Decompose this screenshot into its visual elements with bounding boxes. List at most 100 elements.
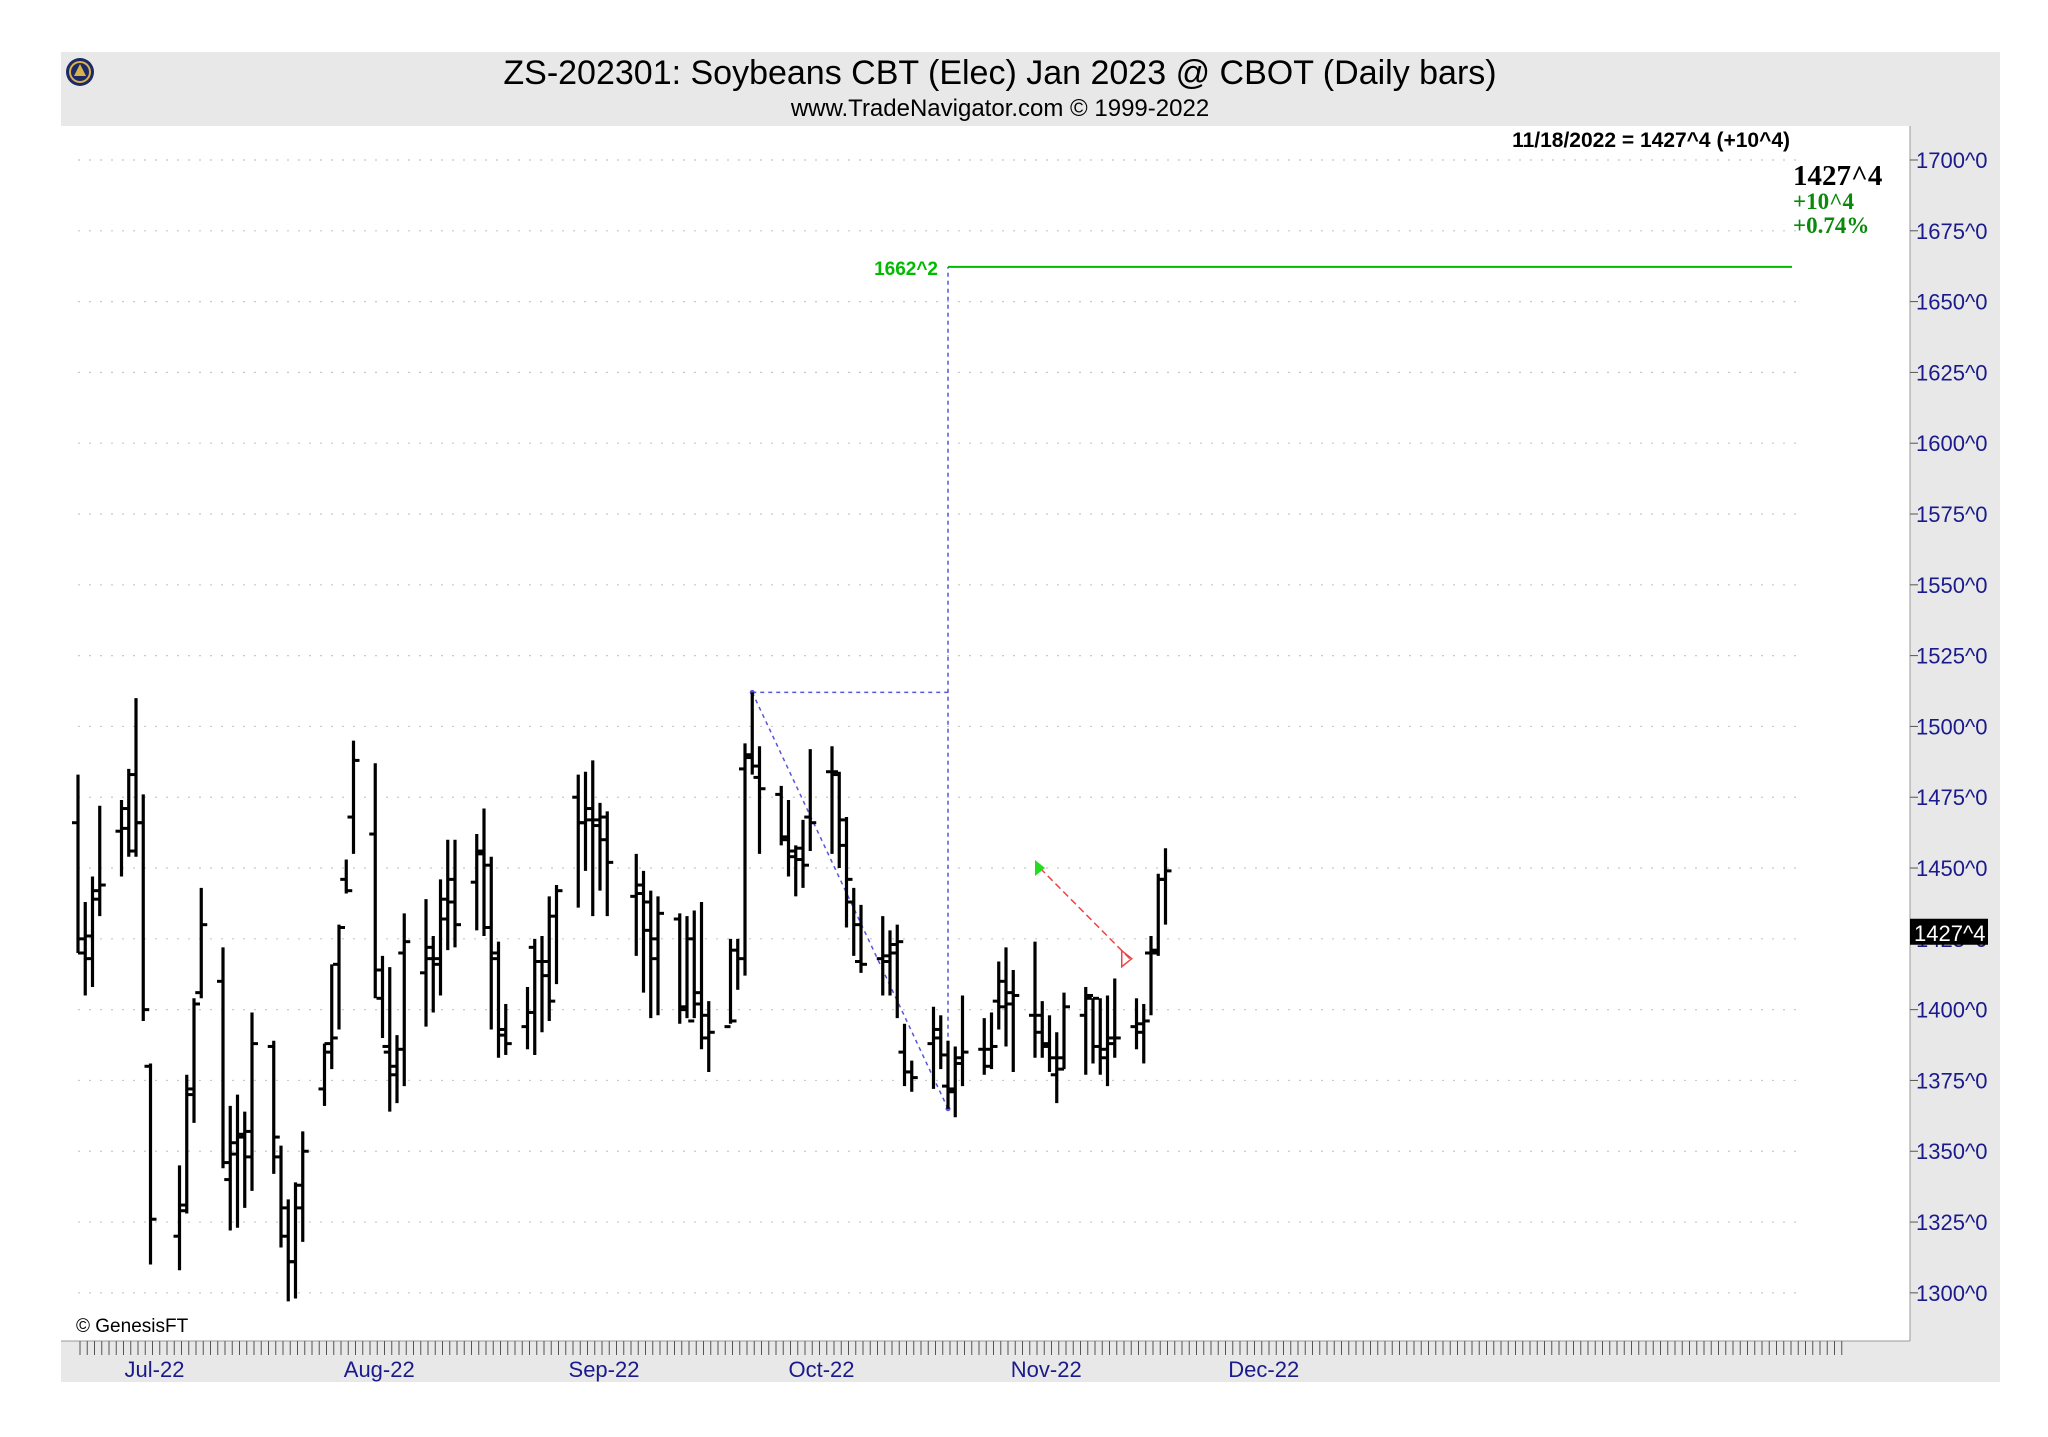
price-bar bbox=[695, 902, 708, 1050]
price-bar bbox=[137, 794, 150, 1021]
price-bar bbox=[369, 763, 382, 999]
price-tag: 1427^4 bbox=[1910, 918, 1988, 946]
y-tick-label: 1600^0 bbox=[1916, 431, 1988, 456]
price-bar bbox=[521, 986, 534, 1050]
price-bar bbox=[992, 961, 1005, 1030]
price-bar bbox=[1079, 986, 1092, 1075]
y-tick-label: 1550^0 bbox=[1916, 573, 1988, 598]
y-tick-label: 1700^0 bbox=[1916, 148, 1988, 173]
price-bar bbox=[775, 785, 788, 846]
price-bar bbox=[492, 941, 505, 1058]
price-bar bbox=[1101, 995, 1114, 1087]
price-bar bbox=[1108, 978, 1121, 1058]
x-tick-label: Aug-22 bbox=[344, 1357, 415, 1382]
price-bar bbox=[1094, 998, 1107, 1075]
price-bar bbox=[1159, 848, 1172, 925]
price-bar bbox=[833, 771, 846, 869]
price-bar bbox=[217, 947, 229, 1169]
price-bar bbox=[275, 1145, 287, 1248]
price-bar bbox=[630, 853, 643, 956]
price-tag-box bbox=[1910, 918, 1988, 945]
price-bar bbox=[746, 692, 759, 775]
y-tick-label: 1375^0 bbox=[1916, 1068, 1988, 1093]
price-bar bbox=[195, 887, 208, 999]
price-bar bbox=[978, 1018, 991, 1075]
price-bar bbox=[333, 924, 345, 1030]
price-bar bbox=[840, 817, 853, 928]
price-bar bbox=[594, 802, 606, 891]
price-bar bbox=[724, 938, 737, 1029]
price-bar bbox=[1087, 993, 1099, 1064]
price-bar bbox=[891, 924, 904, 1019]
price-bar bbox=[789, 845, 802, 897]
price-bar bbox=[485, 856, 498, 1030]
y-tick-label: 1475^0 bbox=[1916, 785, 1988, 810]
x-tick-label: Nov-22 bbox=[1011, 1357, 1082, 1382]
price-bar bbox=[1050, 1032, 1063, 1104]
price-bar bbox=[420, 899, 432, 1027]
arrow-down-icon bbox=[1121, 949, 1133, 969]
price-bar bbox=[652, 896, 664, 1016]
x-tick-label: Jul-22 bbox=[125, 1357, 185, 1382]
price-bar bbox=[224, 1105, 237, 1231]
price-bar bbox=[1145, 936, 1157, 1016]
price-bar bbox=[1043, 1015, 1056, 1072]
price-bar bbox=[267, 1040, 280, 1174]
price-bar bbox=[72, 774, 84, 955]
price-bar bbox=[543, 896, 556, 1021]
price-bar bbox=[985, 1012, 998, 1070]
price-bar bbox=[246, 1012, 258, 1191]
price-bar bbox=[673, 913, 686, 1024]
price-bar bbox=[1058, 992, 1070, 1071]
price-bar bbox=[238, 1111, 251, 1208]
annotations: 1662^2 bbox=[749, 259, 1792, 1112]
y-tick-label: 1650^0 bbox=[1916, 290, 1988, 315]
x-tick-label: Sep-22 bbox=[569, 1357, 640, 1382]
copyright-label: © GenesisFT bbox=[76, 1316, 189, 1337]
price-tag-label: 1427^4 bbox=[1914, 921, 1986, 946]
price-bar bbox=[391, 1035, 403, 1104]
change-label: +10^4 bbox=[1793, 189, 1854, 214]
chart-subtitle: www.TradeNavigator.com © 1999-2022 bbox=[790, 95, 1209, 122]
price-bar bbox=[637, 870, 650, 993]
price-bar bbox=[79, 902, 92, 996]
price-bar bbox=[115, 800, 128, 877]
target-level-label: 1662^2 bbox=[874, 259, 938, 280]
price-bar bbox=[681, 916, 693, 1019]
price-bar bbox=[753, 746, 766, 854]
price-bar bbox=[427, 936, 440, 1013]
price-bar bbox=[550, 885, 563, 985]
price-bar bbox=[441, 839, 454, 951]
price-bar bbox=[340, 859, 353, 894]
y-tick-label: 1625^0 bbox=[1916, 360, 1988, 385]
price-bars bbox=[72, 692, 1172, 1302]
price-bar bbox=[1137, 1003, 1150, 1064]
price-bar bbox=[586, 760, 599, 917]
y-tick-label: 1675^0 bbox=[1916, 219, 1988, 244]
x-axis: Jul-22 Aug-22 Sep-22 Oct-22 Nov-22 Dec-22 bbox=[79, 1341, 1843, 1382]
price-bar bbox=[289, 1182, 302, 1299]
y-tick-label: 1525^0 bbox=[1916, 644, 1988, 669]
y-tick-label: 1325^0 bbox=[1916, 1210, 1988, 1235]
price-bar bbox=[934, 1015, 947, 1070]
price-bar bbox=[804, 749, 817, 852]
price-bar bbox=[905, 1060, 918, 1092]
price-bar bbox=[601, 811, 614, 917]
plot-area bbox=[61, 126, 1910, 1341]
price-bar bbox=[470, 834, 483, 931]
price-bar bbox=[188, 998, 200, 1123]
price-bar bbox=[325, 964, 338, 1070]
price-bar bbox=[942, 1040, 954, 1109]
price-bar bbox=[376, 955, 389, 1048]
price-bar bbox=[826, 746, 838, 854]
price-bar bbox=[122, 768, 135, 857]
price-bar bbox=[847, 887, 860, 956]
price-bar bbox=[318, 1042, 331, 1106]
price-bar bbox=[1130, 998, 1143, 1050]
last-quote-label: 11/18/2022 = 1427^4 (+10^4) bbox=[1512, 129, 1790, 152]
price-bar bbox=[144, 1063, 157, 1265]
price-bar bbox=[180, 1074, 193, 1214]
x-tick-label: Oct-22 bbox=[788, 1357, 854, 1382]
price-bar bbox=[884, 930, 896, 996]
